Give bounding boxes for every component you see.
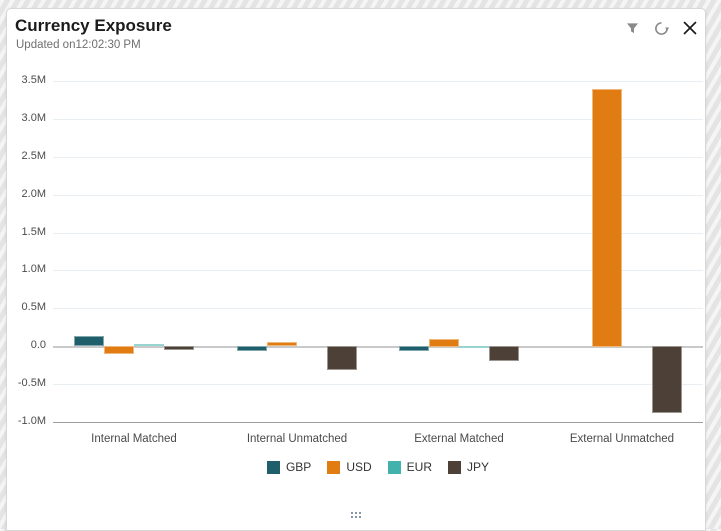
legend-swatch-eur	[387, 460, 401, 474]
x-axis-category-label: External Unmatched	[569, 433, 675, 445]
gridline	[53, 195, 703, 196]
bar-gbp-2	[237, 346, 267, 351]
gridline	[53, 81, 703, 82]
refresh-icon[interactable]	[652, 19, 670, 37]
y-axis-tick-label: 0.5M	[21, 301, 46, 313]
y-axis-tick-label: 2.5M	[21, 150, 46, 162]
bar-eur-1	[134, 344, 164, 346]
gridline	[53, 233, 703, 234]
gridline	[53, 270, 703, 271]
gridline	[53, 119, 703, 120]
bar-jpy-1	[164, 346, 194, 350]
zero-gridline	[53, 346, 703, 348]
drag-handle[interactable]	[351, 512, 361, 518]
legend-swatch-gbp	[266, 460, 280, 474]
legend-item-eur[interactable]: EUR	[387, 460, 432, 474]
bar-jpy-2	[327, 346, 357, 370]
widget-toolbar	[623, 19, 699, 37]
x-axis-category-label: External Matched	[414, 433, 504, 445]
x-axis-category-label: Internal Matched	[91, 433, 177, 445]
gridline	[53, 384, 703, 385]
legend-item-jpy[interactable]: JPY	[448, 460, 489, 474]
close-icon[interactable]	[681, 19, 699, 37]
gridline	[53, 308, 703, 309]
legend-label-usd: USD	[346, 460, 372, 474]
bar-gbp-1	[74, 336, 104, 346]
y-axis-tick-label: 1.5M	[21, 226, 46, 238]
legend-label-eur: EUR	[406, 460, 432, 474]
bar-usd-4	[592, 89, 622, 347]
legend-label-jpy: JPY	[467, 460, 490, 474]
chart-legend: GBP USD EUR JPY	[53, 460, 703, 474]
y-axis-tick-label: 2.0M	[21, 188, 46, 200]
y-axis-tick-label: 0.0	[30, 339, 46, 351]
currency-exposure-widget: Currency Exposure Updated on12:02:30 PM …	[6, 8, 706, 531]
legend-item-usd[interactable]: USD	[327, 460, 372, 474]
updated-timestamp: Updated on12:02:30 PM	[16, 39, 141, 51]
y-axis-tick-label: -1.0M	[17, 415, 46, 427]
y-axis-tick-label: 1.0M	[21, 263, 46, 275]
updated-label: Updated on	[16, 39, 76, 51]
bar-usd-1	[104, 346, 134, 354]
updated-time: 12:02:30 PM	[75, 39, 141, 51]
funnel-filter-icon[interactable]	[623, 19, 641, 37]
currency-exposure-bar-chart: 3.5M 3.0M 2.5M 2.0M 1.5M 1.0M 0.5M 0.0 -0.5M -1.0…	[7, 9, 705, 530]
bar-gbp-3	[399, 346, 429, 351]
bar-usd-2	[267, 342, 297, 346]
gridline	[53, 157, 703, 158]
gridline	[53, 422, 703, 423]
legend-label-gbp: GBP	[285, 460, 312, 474]
y-axis-tick-label: -0.5M	[17, 377, 46, 389]
x-axis-category-label: Internal Unmatched	[246, 433, 348, 445]
bar-usd-3	[429, 339, 459, 347]
y-axis-tick-label: 3.5M	[21, 74, 46, 86]
bar-jpy-3	[489, 346, 519, 361]
widget-title: Currency Exposure	[15, 16, 172, 35]
legend-swatch-jpy	[448, 460, 461, 474]
y-axis-tick-label: 3.0M	[21, 112, 46, 124]
legend-item-gbp[interactable]: GBP	[266, 460, 312, 474]
legend-swatch-usd	[327, 460, 341, 474]
bar-jpy-4	[652, 346, 682, 413]
bar-eur-3	[459, 346, 489, 348]
